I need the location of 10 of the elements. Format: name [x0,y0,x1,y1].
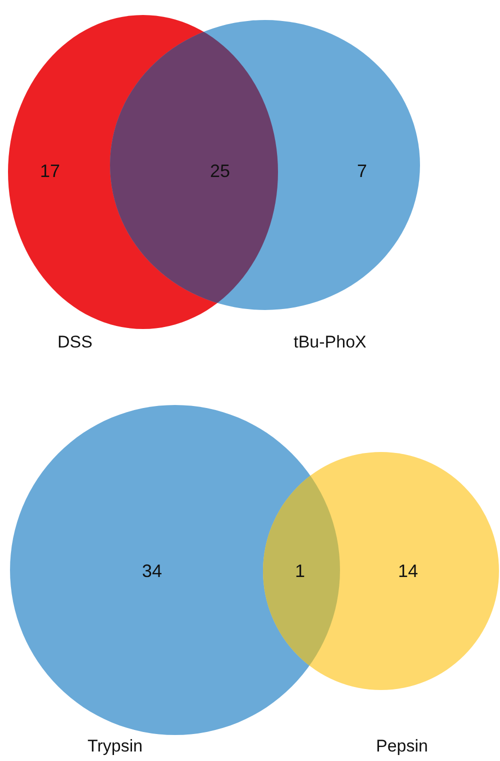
data-label: 34 [142,560,162,581]
category-label: DSS [58,332,92,352]
data-label: 25 [210,160,230,181]
data-label: 17 [40,160,60,181]
category-label: Trypsin [87,736,143,756]
data-label: 1 [294,560,306,581]
category-label: tBu-PhoX [294,332,366,352]
data-label: 14 [398,560,418,581]
category-label: Pepsin [376,736,428,756]
data-label: 7 [356,160,368,181]
